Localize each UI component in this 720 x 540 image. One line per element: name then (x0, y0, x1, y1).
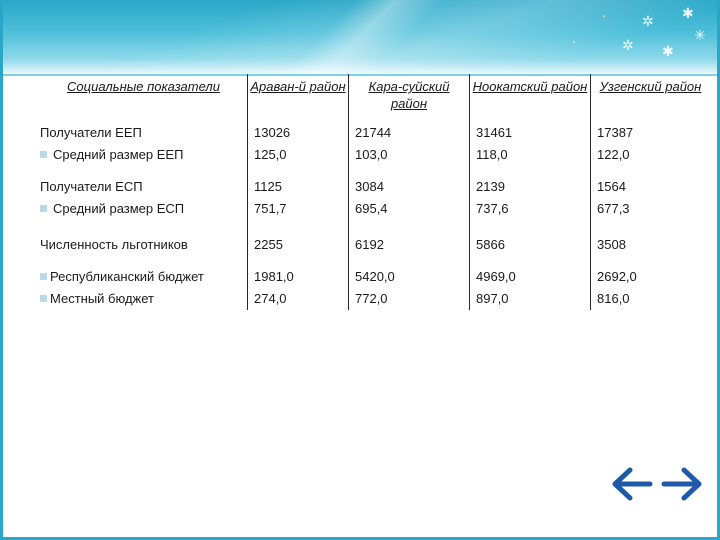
row-label-cell: Получатели ЕЕП Средний размер ЕЕП (40, 122, 248, 176)
social-indicators-table-container: Социальные показатели Араван-й район Кар… (40, 74, 716, 310)
row-label-secondary: Средний размер ЕСП (40, 198, 243, 220)
table-row: Республиканский бюджет Местный бюджет 19… (40, 266, 710, 310)
slide-header-band: ✱ ✲ ✳ · ✱ · ✲ (0, 0, 720, 74)
table-cell: 21744 103,0 (348, 122, 470, 176)
table-cell: 4969,0 897,0 (469, 266, 591, 310)
table-cell: 5420,0 772,0 (348, 266, 470, 310)
table-cell: 1564 677,3 (590, 176, 710, 230)
table-cell: 2255 (247, 230, 349, 266)
table-header-row: Социальные показатели Араван-й район Кар… (40, 74, 710, 122)
snowflake-decoration: ✱ ✲ ✳ · ✱ · ✲ (572, 5, 706, 59)
table-cell: 3084 695,4 (348, 176, 470, 230)
table-cell: 1125 751,7 (247, 176, 349, 230)
bullet-icon (40, 151, 47, 159)
row-label-primary: Получатели ЕЕП (40, 125, 142, 140)
header-uzgen-district: Узгенский район (590, 74, 710, 122)
row-label-secondary: Средний размер ЕЕП (40, 144, 243, 166)
slide-frame-left (0, 0, 3, 540)
bullet-icon (40, 295, 47, 303)
table-cell: 13026 125,0 (247, 122, 349, 176)
header-aravan-district: Араван-й район (247, 74, 349, 122)
table-cell: 1981,0 274,0 (247, 266, 349, 310)
row-label-primary: Получатели ЕСП (40, 179, 143, 194)
bullet-icon (40, 205, 47, 213)
row-label-cell: Получатели ЕСП Средний размер ЕСП (40, 176, 248, 230)
right-arrow-head (681, 467, 702, 501)
bullet-icon (40, 273, 47, 281)
row-label-primary: Численность льготников (40, 237, 188, 252)
slide-frame-right (717, 0, 720, 540)
table-cell: 6192 (348, 230, 470, 266)
table-row: Получатели ЕСП Средний размер ЕСП 1125 75… (40, 176, 710, 230)
row-label-cell: Республиканский бюджет Местный бюджет (40, 266, 248, 310)
table-cell: 17387 122,0 (590, 122, 710, 176)
row-label-cell: Численность льготников (40, 230, 248, 266)
table-row: Получатели ЕЕП Средний размер ЕЕП 13026 1… (40, 122, 710, 176)
row-label-primary: Республиканский бюджет (40, 266, 243, 288)
table-cell: 3508 (590, 230, 710, 266)
header-nookat-district: Ноокатский район (469, 74, 591, 122)
slide-frame-bottom (0, 537, 720, 540)
header-kara-suu-district: Кара-суйский район (348, 74, 470, 122)
row-label-secondary: Местный бюджет (40, 288, 243, 310)
table-cell: 31461 118,0 (469, 122, 591, 176)
table-cell: 2139 737,6 (469, 176, 591, 230)
left-right-arrow-icon[interactable] (610, 466, 704, 502)
header-social-indicators: Социальные показатели (67, 79, 220, 94)
social-indicators-table: Социальные показатели Араван-й район Кар… (40, 74, 710, 310)
table-row: Численность льготников 2255 6192 5866 35… (40, 230, 710, 266)
table-cell: 2692,0 816,0 (590, 266, 710, 310)
table-cell: 5866 (469, 230, 591, 266)
